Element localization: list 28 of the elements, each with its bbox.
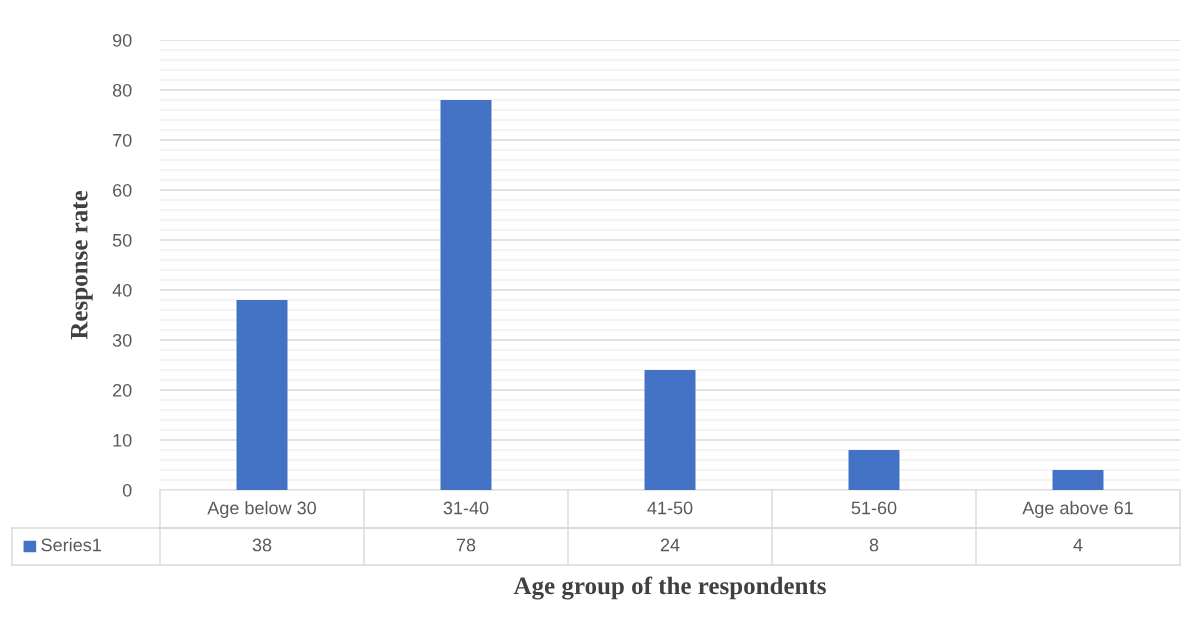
data-label: 4 [1073,538,1083,552]
x-axis-title: Age group of the respondents [513,576,826,600]
y-tick-label: 90 [112,33,132,47]
x-tick-label: Age below 30 [207,501,317,518]
bar [848,450,900,490]
y-tick-label: 30 [112,333,132,347]
bar [236,300,288,490]
y-tick-label: 60 [113,183,132,197]
y-tick-label: 80 [112,83,132,97]
data-label: 8 [869,538,879,552]
x-tick-label: 41-50 [647,501,693,515]
data-label: 24 [660,538,680,552]
bar [440,100,492,490]
y-axis-title: Response rate [71,191,93,340]
x-tick-label: 51-60 [851,501,897,515]
bar [644,370,696,490]
y-tick-label: 50 [112,233,132,247]
y-tick-label: 10 [113,433,132,447]
x-tick-label: Age above 61 [1022,501,1133,518]
data-label: 78 [456,538,476,552]
y-tick-label: 40 [112,283,132,297]
data-label: 38 [252,538,272,552]
legend-label: Series1 [41,538,101,552]
y-tick-label: 70 [113,133,132,147]
bar [1052,470,1104,490]
y-tick-label: 20 [113,383,132,397]
y-tick-label: 0 [122,483,132,497]
x-tick-label: 31-40 [443,501,489,515]
